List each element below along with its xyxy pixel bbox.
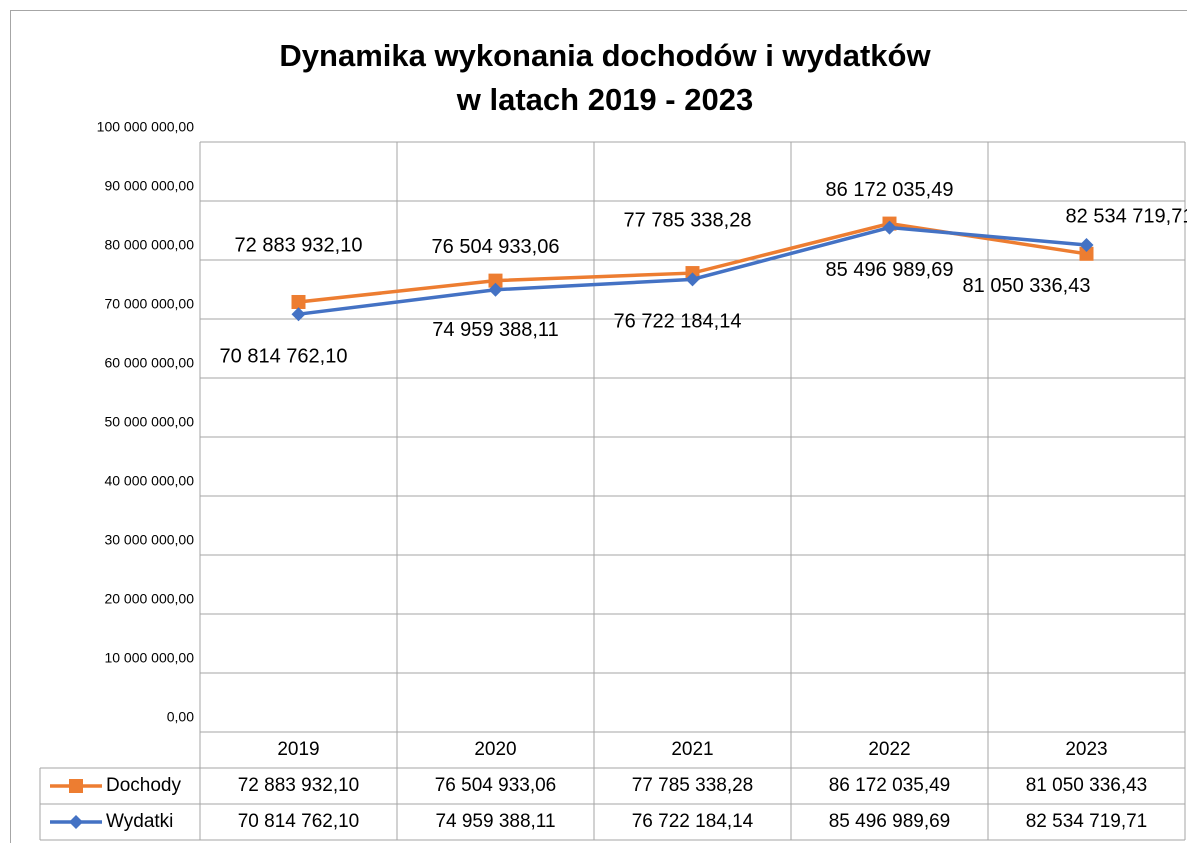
table-cell: 77 785 338,28 <box>632 775 754 796</box>
data-label: 85 496 989,69 <box>826 259 954 281</box>
table-cell: 70 814 762,10 <box>238 811 360 832</box>
table-cell: 76 504 933,06 <box>435 775 557 796</box>
y-tick-label: 70 000 000,00 <box>104 296 194 312</box>
chart-title: Dynamika wykonania dochodów i wydatków <box>279 38 931 73</box>
y-tick-label: 50 000 000,00 <box>104 414 194 430</box>
y-tick-label: 80 000 000,00 <box>104 237 194 253</box>
x-tick-label: 2020 <box>474 739 516 760</box>
data-label: 81 050 336,43 <box>963 275 1091 297</box>
legend-marker <box>69 779 83 793</box>
x-tick-label: 2019 <box>277 739 319 760</box>
y-tick-label: 100 000 000,00 <box>97 119 195 135</box>
data-label: 72 883 932,10 <box>235 234 363 256</box>
table-cell: 82 534 719,71 <box>1026 811 1148 832</box>
data-label: 82 534 719,71 <box>1066 205 1187 227</box>
y-tick-label: 20 000 000,00 <box>104 591 194 607</box>
table-cell: 81 050 336,43 <box>1026 775 1148 796</box>
y-tick-label: 10 000 000,00 <box>104 650 194 666</box>
table-cell: 72 883 932,10 <box>238 775 360 796</box>
point <box>292 295 306 309</box>
y-tick-label: 0,00 <box>167 709 194 725</box>
data-label: 77 785 338,28 <box>624 209 752 231</box>
data-label: 70 814 762,10 <box>220 345 348 367</box>
x-tick-label: 2021 <box>671 739 713 760</box>
chart-title: w latach 2019 - 2023 <box>456 82 753 117</box>
data-label: 74 959 388,11 <box>432 319 558 341</box>
data-label: 76 504 933,06 <box>432 236 560 258</box>
legend-label: Wydatki <box>106 811 173 832</box>
legend-label: Dochody <box>106 775 181 796</box>
x-tick-label: 2023 <box>1065 739 1107 760</box>
table-cell: 76 722 184,14 <box>632 811 754 832</box>
y-tick-label: 60 000 000,00 <box>104 355 194 371</box>
data-label: 86 172 035,49 <box>826 179 954 201</box>
y-tick-label: 90 000 000,00 <box>104 178 194 194</box>
y-tick-label: 40 000 000,00 <box>104 473 194 489</box>
y-tick-label: 30 000 000,00 <box>104 532 194 548</box>
table-cell: 86 172 035,49 <box>829 775 951 796</box>
table-cell: 85 496 989,69 <box>829 811 951 832</box>
x-tick-label: 2022 <box>868 739 910 760</box>
table-cell: 74 959 388,11 <box>435 811 555 832</box>
data-label: 76 722 184,14 <box>614 311 742 333</box>
